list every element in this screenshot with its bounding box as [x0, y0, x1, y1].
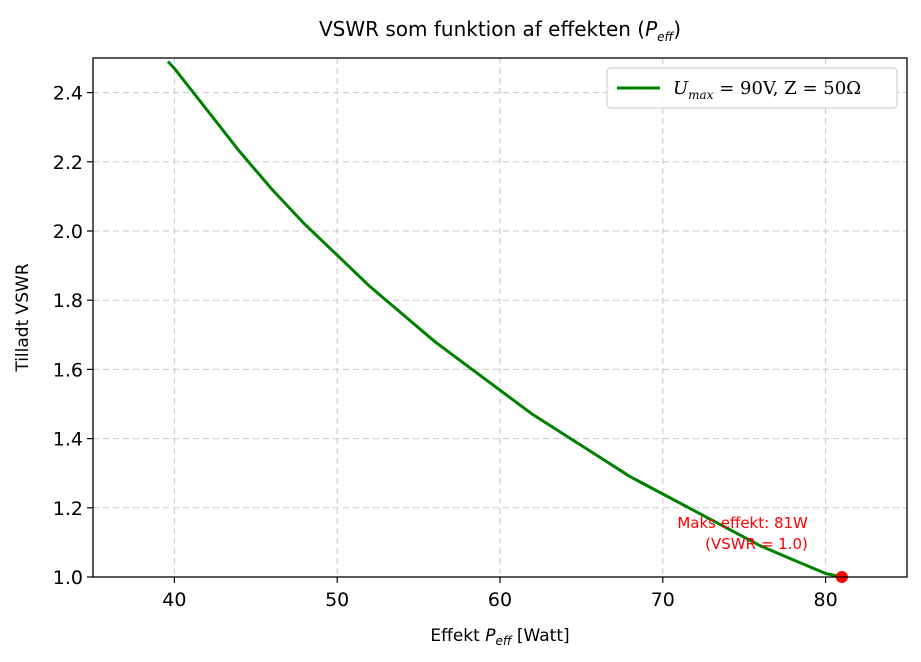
max-power-annotation: Maks effekt: 81W (VSWR = 1.0): [677, 514, 808, 553]
y-tick-label: 2.2: [53, 152, 83, 174]
y-tick-label: 2.0: [53, 221, 83, 243]
y-tick-label: 2.4: [53, 83, 83, 105]
grid-lines: [93, 58, 907, 578]
annotation-line-1: Maks effekt: 81W: [677, 514, 808, 532]
chart-title: VSWR som funktion af effekten (Peff): [319, 17, 681, 44]
x-tick-label: 80: [814, 589, 838, 611]
x-axis-label: Effekt Peff [Watt]: [430, 626, 569, 648]
legend-box: [606, 67, 898, 109]
y-tick-label: 1.2: [53, 498, 83, 520]
x-tick-label: 50: [325, 589, 349, 611]
x-tick-label: 70: [651, 589, 675, 611]
x-tick-label: 40: [162, 589, 186, 611]
y-axis: 1.0 1.2 1.4 1.6 1.8 2.0 2.2 2.4: [53, 83, 93, 589]
x-axis: 40 50 60 70 80: [162, 577, 838, 611]
legend: Umax = 90V, Z = 50Ω: [606, 67, 898, 109]
annotation-line-2: (VSWR = 1.0): [705, 535, 808, 553]
x-tick-label: 60: [488, 589, 512, 611]
y-tick-label: 1.6: [53, 359, 83, 381]
series-line: [166, 60, 843, 579]
plot-area: [166, 60, 848, 583]
y-tick-label: 1.4: [53, 429, 83, 451]
y-axis-label: Tilladt VSWR: [13, 263, 33, 373]
y-tick-label: 1.8: [53, 290, 83, 312]
legend-label: Umax = 90V, Z = 50Ω: [673, 78, 861, 102]
y-tick-label: 1.0: [53, 567, 83, 589]
